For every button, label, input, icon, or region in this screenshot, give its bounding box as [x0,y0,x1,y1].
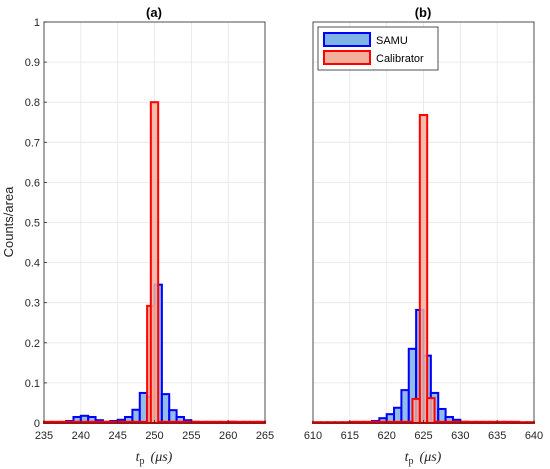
x-tick-label-a-0: 235 [35,430,53,442]
y-axis-label: Counts/area [1,186,16,258]
x-tick-label-a-4: 255 [182,430,200,442]
x-tick-label-a-6: 265 [256,430,274,442]
x-tick-label-b-4: 630 [451,430,469,442]
panel-title-a: (a) [146,5,162,20]
x-tick-label-b-1: 615 [341,430,359,442]
legend: SAMU Calibrator [317,26,439,71]
y-tick-label-2: 0.2 [25,338,40,350]
x-axis-label-b: tp (μs) [405,450,442,467]
bar-b-samu-11 [393,406,403,424]
x-tick-label-b-5: 635 [488,430,506,442]
x-ticks-b: 610 615 620 625 630 635 640 [304,420,543,442]
x-ticks-a: 235 240 245 250 255 260 265 [35,420,274,442]
x-tick-label-b-0: 610 [304,430,322,442]
panel-title-b: (b) [415,5,432,20]
y-tick-label-3: 0.3 [25,298,40,310]
y-tick-label-0: 0 [34,418,40,430]
bar-a-calibrator-peak-1 [149,101,160,424]
bar-b-calibrator-peak-1 [418,114,429,424]
y-tick-label-6: 0.6 [25,177,40,189]
x-tick-label-b-2: 620 [377,430,395,442]
bar-b-calibrator-peak-2 [426,397,436,424]
x-axis-label-b-unit: (μs) [420,450,442,465]
x-axis-label-b-sub: p [409,456,414,467]
panel-a: 235 240 245 250 255 260 265 0 0.1 0.2 0.3 0.4 0.5 0.… [1,5,274,467]
y-tick-label-8: 0.8 [25,97,40,109]
x-tick-label-b-6: 640 [525,430,543,442]
x-tick-label-a-2: 245 [108,430,126,442]
y-tick-label-4: 0.4 [25,258,40,270]
x-axis-label-a: tp (μs) [136,450,173,467]
y-tick-label-10: 1 [34,17,40,29]
y-tick-label-9: 0.9 [25,57,40,69]
x-tick-label-a-1: 240 [72,430,90,442]
y-ticks-a: 0 0.1 0.2 0.3 0.4 0.5 0.6 0.7 0.8 0.9 1 [25,17,47,430]
x-axis-label-a-unit: (μs) [151,450,173,465]
bar-a-samu-16 [160,393,171,424]
x-tick-label-b-3: 625 [414,430,432,442]
bar-b-samu-12 [400,389,410,425]
x-tick-label-a-5: 260 [219,430,237,442]
legend-swatch-calibrator [323,50,371,65]
x-axis-label-a-sub: p [140,456,145,467]
bar-a-samu-13 [138,391,149,424]
bar-b-calibrator-peak-0 [411,397,421,425]
y-tick-label-1: 0.1 [25,378,40,390]
y-tick-label-7: 0.7 [25,137,40,149]
legend-swatch-samu [323,32,371,47]
y-tick-label-5: 0.5 [25,218,40,230]
panel-b: 610 615 620 625 630 635 640 (b) tp (μs) SAMU Ca… [304,5,543,467]
x-tick-label-a-3: 250 [145,430,163,442]
legend-label-calibrator: Calibrator [376,53,424,65]
x-axis-label-a-main: t [136,450,141,465]
x-axis-label-b-main: t [405,450,410,465]
legend-label-samu: SAMU [376,35,408,47]
